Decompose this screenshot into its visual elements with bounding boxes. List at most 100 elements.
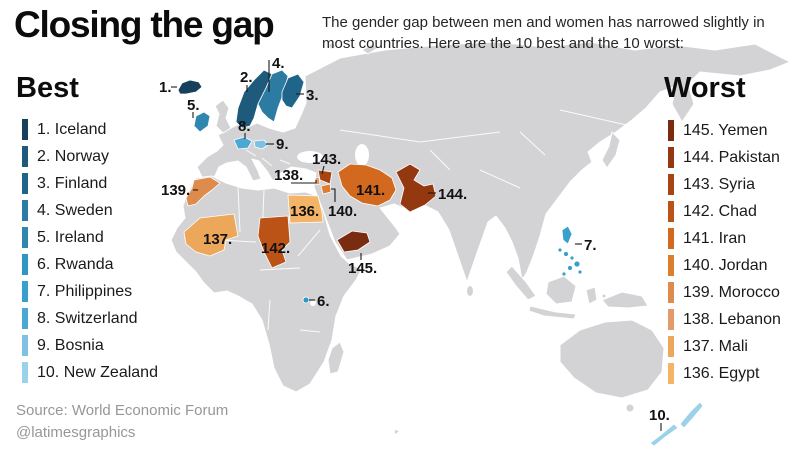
landmass-tasmania <box>625 403 635 413</box>
country-label: 145. Yemen <box>683 121 768 139</box>
list-item: 7. Philippines <box>22 278 158 305</box>
country-morocco <box>185 176 221 207</box>
country-label: 2. Norway <box>37 147 110 165</box>
country-pakistan <box>395 163 437 213</box>
country-borders <box>183 109 641 333</box>
map-label-iceland: 1. <box>159 79 172 96</box>
map-label-bosnia: 9. <box>276 136 289 153</box>
country-label: 139. Morocco <box>683 283 780 301</box>
country-label: 1. Iceland <box>37 120 107 138</box>
map-label-yemen: 145. <box>348 260 377 277</box>
list-item: 141. Iran <box>668 225 781 252</box>
leader-lebanon <box>291 180 317 184</box>
color-swatch <box>22 227 28 248</box>
color-swatch <box>668 309 674 330</box>
map-label-new-zealand: 10. <box>649 407 670 424</box>
landmasses <box>170 41 791 436</box>
country-label: 3. Finland <box>37 174 108 192</box>
landmass-newguinea <box>601 291 649 309</box>
color-swatch <box>22 254 28 275</box>
list-item: 6. Rwanda <box>22 251 158 278</box>
country-label: 10. New Zealand <box>37 363 158 381</box>
country-label: 6. Rwanda <box>37 255 114 273</box>
map-label-lebanon: 138. <box>274 167 303 184</box>
country-label: 137. Mali <box>683 337 748 355</box>
leader-jordan <box>331 188 336 202</box>
color-swatch <box>22 335 28 356</box>
worst-list: 145. Yemen 144. Pakistan 143. Syria 142. Ch… <box>668 117 781 387</box>
color-swatch <box>22 200 28 221</box>
landmass-australia <box>559 319 665 399</box>
color-swatch <box>22 119 28 140</box>
map-label-rwanda: 6. <box>317 293 330 310</box>
map-labels: 1. 2. 3. 4. 5. 8. 9. 143. 138. 139. 136.… <box>159 55 670 424</box>
landmass-small-island <box>393 428 401 436</box>
leader-syria <box>321 165 325 175</box>
country-rwanda <box>302 296 310 304</box>
highlighted-countries <box>177 69 704 447</box>
map-label-jordan: 140. <box>328 203 357 220</box>
country-yemen <box>336 230 371 253</box>
best-list: 1. Iceland 2. Norway 3. Finland 4. Sweden 5.… <box>22 116 158 386</box>
color-swatch <box>668 255 674 276</box>
country-switzerland <box>233 136 253 150</box>
map-label-egypt: 136. <box>290 203 319 220</box>
map-label-chad: 142. <box>261 240 290 257</box>
list-item: 136. Egypt <box>668 360 781 387</box>
landmass-java <box>528 305 577 320</box>
list-item: 137. Mali <box>668 333 781 360</box>
lake-victoria <box>310 300 316 306</box>
country-label: 136. Egypt <box>683 364 760 382</box>
landmass-sumatra <box>505 265 537 301</box>
color-swatch <box>22 146 28 167</box>
landmass-novaya-zemlya <box>361 43 379 55</box>
map-label-mali: 137. <box>203 231 232 248</box>
country-label: 8. Switzerland <box>37 309 138 327</box>
map-label-philippines: 7. <box>584 237 597 254</box>
social-handle: @latimesgraphics <box>16 424 136 441</box>
country-label: 143. Syria <box>683 175 756 193</box>
country-finland <box>281 73 305 109</box>
source-credit: Source: World Economic Forum @latimesgra… <box>16 400 228 444</box>
color-swatch <box>668 147 674 168</box>
map-label-finland: 3. <box>306 87 319 104</box>
color-swatch <box>668 336 674 357</box>
map-label-syria: 143. <box>312 151 341 168</box>
country-philippines <box>557 225 583 277</box>
country-label: 138. Lebanon <box>683 310 781 328</box>
best-heading: Best <box>16 72 79 104</box>
map-label-switzerland: 8. <box>238 118 251 135</box>
landmass-sulawesi <box>585 286 598 305</box>
subtitle: The gender gap between men and women has… <box>322 14 765 52</box>
list-item: 142. Chad <box>668 198 781 225</box>
landmass-borneo <box>545 275 577 305</box>
list-item: 2. Norway <box>22 143 158 170</box>
map-label-ireland: 5. <box>187 97 200 114</box>
color-swatch <box>22 308 28 329</box>
color-swatch <box>668 282 674 303</box>
country-egypt <box>287 194 324 224</box>
map-label-pakistan: 144. <box>438 186 467 203</box>
list-item: 138. Lebanon <box>668 306 781 333</box>
country-mali <box>183 213 239 257</box>
landmass-madagascar <box>327 341 345 375</box>
country-ireland <box>193 111 211 133</box>
map-label-norway: 2. <box>240 69 253 86</box>
landmass-britain <box>214 99 232 134</box>
list-item: 145. Yemen <box>668 117 781 144</box>
caspian-sea <box>355 144 369 166</box>
country-chad <box>257 215 291 269</box>
list-item: 5. Ireland <box>22 224 158 251</box>
color-swatch <box>22 173 28 194</box>
list-item: 8. Switzerland <box>22 305 158 332</box>
list-item: 140. Jordan <box>668 252 781 279</box>
color-swatch <box>668 363 674 384</box>
color-swatch <box>22 362 28 383</box>
landmass-japan <box>601 131 621 169</box>
country-label: 7. Philippines <box>37 282 133 300</box>
color-swatch <box>668 174 674 195</box>
worst-heading: Worst <box>664 72 746 104</box>
country-label: 4. Sweden <box>37 201 113 219</box>
